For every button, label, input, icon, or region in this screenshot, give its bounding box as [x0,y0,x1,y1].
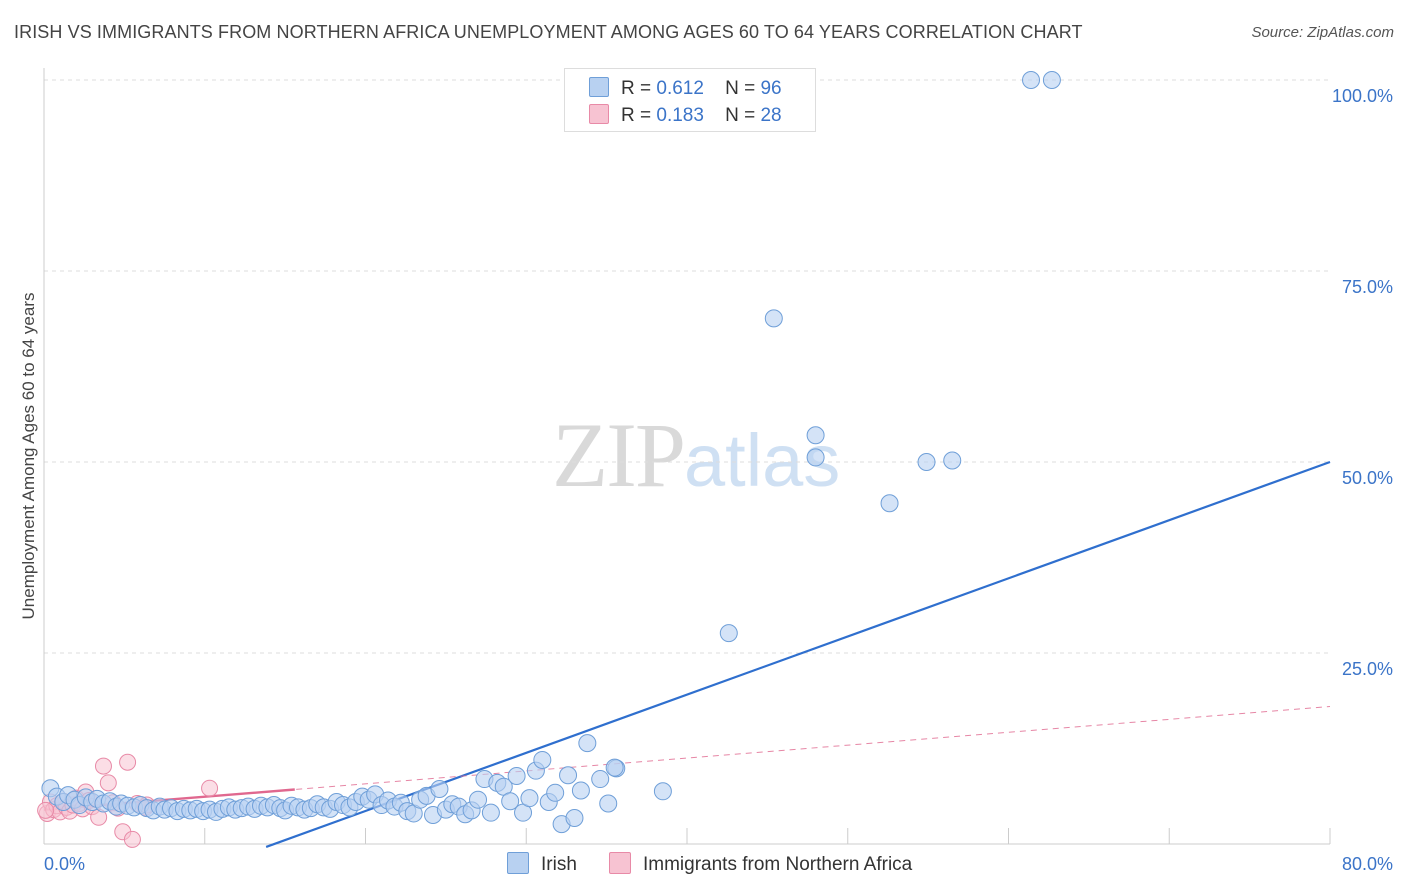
trendlines [43,460,1331,848]
irish-point [469,790,488,809]
irish-point [520,789,539,808]
irish-point [1022,71,1041,89]
irish-n-value: 96 [760,78,782,99]
africa-point [119,753,137,771]
irish-point [880,494,899,513]
irish-point [591,770,610,789]
irish-point [917,453,936,471]
africa-point [123,830,141,848]
irish-swatch [589,77,609,97]
irish-point [481,803,500,822]
y-tick-label: 100.0% [1332,86,1393,106]
bottom-irish-label: Irish [541,854,577,875]
irish-r-value: 0.612 [656,78,704,99]
axes [43,68,1331,845]
x-tick-label-min: 0.0% [44,854,85,874]
y-axis-label: Unemployment Among Ages 60 to 64 years [19,293,38,620]
y-tick-label: 50.0% [1342,468,1393,488]
irish-point [605,758,624,777]
source-label: Source: ZipAtlas.com [1251,24,1394,41]
irish-point [507,767,526,786]
irish-point [806,426,825,445]
irish-point [533,750,552,769]
irish-point [806,448,825,467]
africa-point [94,757,112,775]
irish-point [578,734,597,753]
irish-point [565,809,584,828]
africa-swatch [589,104,609,124]
irish-points [41,71,1061,834]
watermark-zip: ZIP [552,404,686,506]
africa-r-value: 0.183 [656,105,704,126]
africa-point [37,801,55,819]
irish-point [943,451,962,470]
y-tick-label: 75.0% [1342,277,1393,297]
bottom-legend-irish: Irish [507,852,577,876]
africa-point [201,779,219,797]
irish-point [430,779,449,798]
irish-point [764,309,783,328]
chart-title: IRISH VS IMMIGRANTS FROM NORTHERN AFRICA… [14,22,1083,42]
irish-point [653,782,672,801]
legend-row-irish: R = 0.612 N = 96 [589,77,782,99]
irish-point [546,783,565,802]
irish-point [571,781,590,800]
correlation-legend: R = 0.612 N = 96 R = 0.183 N = 28 [564,68,816,132]
bottom-legend-africa: Immigrants from Northern Africa [609,852,912,876]
africa-n-label: N = [725,105,756,126]
africa-point [99,774,117,792]
bottom-africa-swatch [609,852,631,874]
irish-point [599,794,618,813]
africa-r-label: R = [621,105,652,126]
bottom-africa-label: Immigrants from Northern Africa [643,854,913,875]
irish-point [1042,71,1061,89]
africa-n-value: 28 [760,105,782,126]
irish-n-label: N = [725,78,756,99]
x-tick-label-max: 80.0% [1342,854,1393,874]
irish-point [719,624,738,643]
axis-labels: 25.0% 50.0% 75.0% 100.0% 0.0% 80.0% Unemployme… [19,86,1393,874]
irish-point [559,766,578,785]
grid [44,79,1330,654]
irish-point [501,792,520,811]
irish-r-label: R = [621,78,652,99]
bottom-irish-swatch [507,852,529,874]
y-tick-label: 25.0% [1342,659,1393,679]
legend-row-africa: R = 0.183 N = 28 [589,104,782,126]
